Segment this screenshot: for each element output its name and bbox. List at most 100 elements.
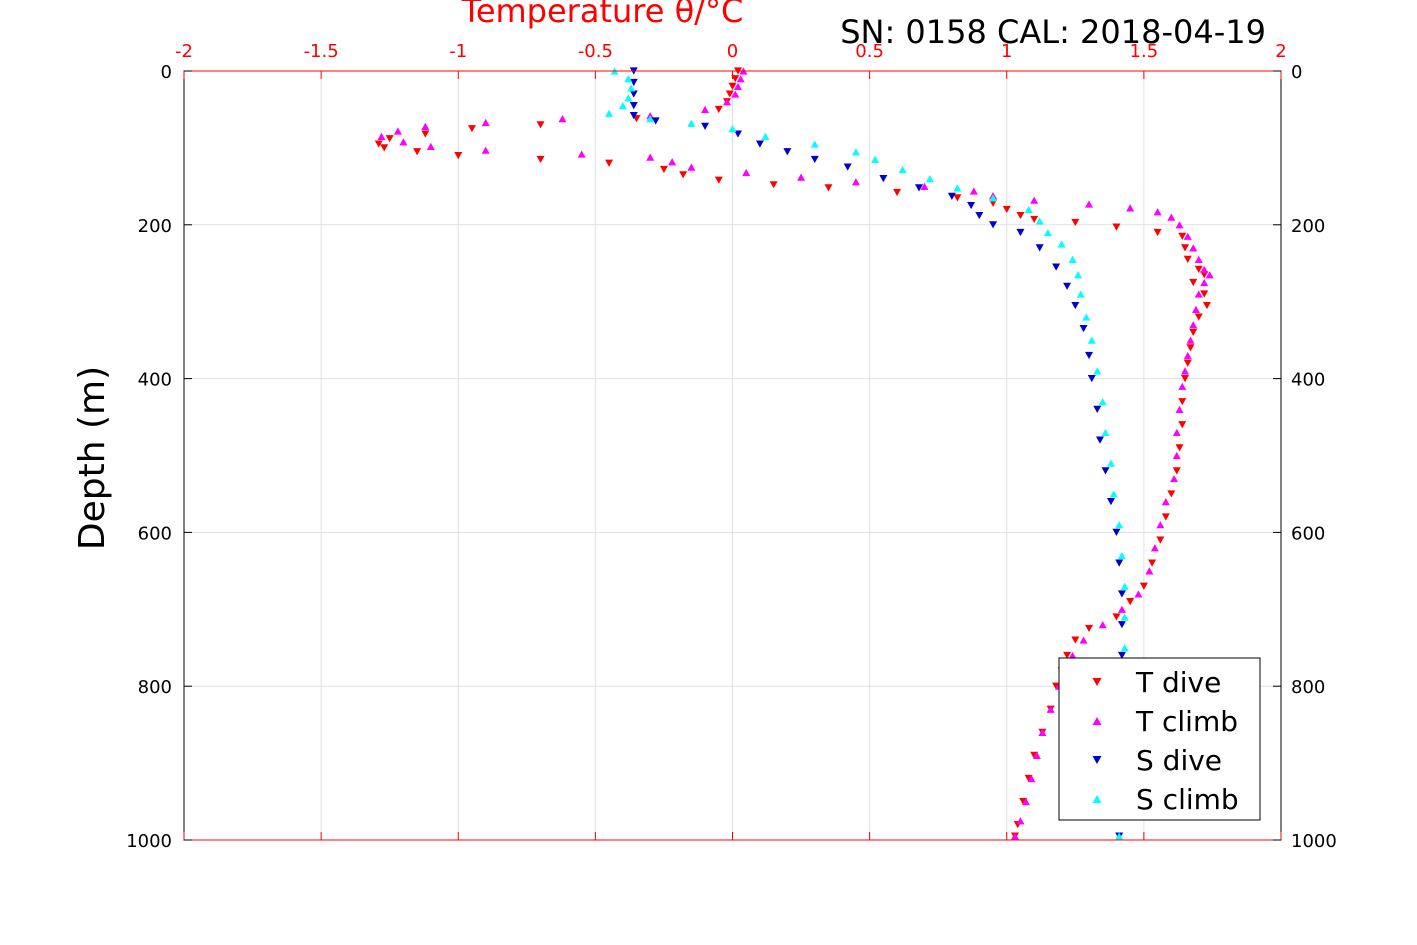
data-point (1117, 605, 1126, 613)
data-point (651, 117, 660, 125)
data-point (714, 176, 723, 184)
data-point (947, 192, 956, 200)
data-point (1098, 398, 1107, 406)
data-point (1120, 613, 1129, 621)
data-point (1191, 305, 1200, 313)
chart-subtitle: SN: 0158 CAL: 2018-04-19 (840, 13, 1266, 51)
data-point (1161, 498, 1170, 506)
x-tick-label: 2 (1275, 41, 1286, 62)
data-point (377, 132, 386, 140)
data-point (1189, 321, 1198, 329)
y-tick-label-left: 800 (138, 677, 172, 698)
data-point (536, 155, 545, 164)
data-point (1030, 215, 1039, 224)
data-point (1194, 255, 1203, 264)
data-point (1167, 213, 1176, 221)
data-point (714, 105, 723, 114)
data-point (454, 151, 463, 160)
data-point (577, 150, 586, 158)
data-point (1178, 232, 1187, 240)
data-point (1068, 255, 1077, 264)
y-tick-label-right: 600 (1291, 523, 1325, 544)
data-point (1035, 217, 1044, 225)
data-point (925, 175, 934, 183)
series-t-climb (377, 67, 1214, 840)
data-point (1200, 290, 1209, 298)
data-point (1181, 375, 1190, 383)
data-point (1178, 398, 1187, 406)
data-point (969, 187, 978, 195)
data-point (1167, 490, 1176, 498)
data-point (755, 140, 764, 148)
data-point (1183, 255, 1192, 264)
y-tick-label-left: 200 (138, 216, 172, 237)
data-point (624, 75, 633, 83)
data-point (1126, 598, 1135, 606)
data-point (1093, 405, 1102, 413)
legend-marker (1092, 794, 1102, 804)
data-point (1109, 490, 1118, 498)
data-point (1057, 240, 1066, 248)
data-point (1186, 336, 1195, 344)
data-point (1002, 205, 1011, 214)
data-point (1098, 621, 1107, 629)
data-point (1038, 728, 1047, 736)
legend-marker (1092, 716, 1102, 726)
data-point (618, 102, 627, 110)
data-point (1156, 536, 1165, 544)
y-tick-label-left: 1000 (126, 831, 172, 852)
data-point (1134, 590, 1143, 598)
data-point (879, 175, 888, 183)
data-point (953, 194, 962, 202)
y-tick-label-left: 0 (161, 62, 172, 83)
data-point (1183, 232, 1192, 240)
data-point (1189, 328, 1198, 337)
data-point (624, 94, 633, 102)
data-point (646, 115, 655, 123)
data-point (668, 158, 677, 166)
data-point (1071, 218, 1080, 227)
data-point (1087, 375, 1096, 383)
data-point (1120, 582, 1129, 590)
data-point (1071, 636, 1080, 644)
y-tick-label-right: 800 (1291, 677, 1325, 698)
data-point (742, 168, 751, 177)
data-point (1035, 244, 1044, 252)
data-point (1117, 621, 1126, 629)
data-point (421, 130, 430, 138)
data-point (761, 132, 770, 140)
data-point (1016, 817, 1025, 825)
data-point (1161, 513, 1170, 521)
grid (184, 71, 1281, 840)
data-point (374, 140, 383, 148)
data-point (1189, 278, 1198, 287)
data-point (1027, 774, 1036, 783)
data-point (1200, 265, 1209, 274)
data-point (851, 148, 860, 156)
data-point (1101, 428, 1110, 437)
data-point (605, 159, 614, 167)
data-point (1175, 444, 1184, 452)
data-point (736, 75, 745, 83)
data-point (1010, 832, 1019, 840)
data-point (728, 125, 737, 133)
data-point (1117, 590, 1126, 598)
legend-marker (1092, 755, 1102, 765)
data-point (1194, 313, 1203, 321)
data-point (1200, 278, 1209, 287)
data-point (629, 102, 638, 110)
data-point (1063, 651, 1072, 660)
data-point (1106, 498, 1115, 506)
data-point (989, 221, 998, 229)
data-point (481, 118, 490, 127)
data-point (1194, 290, 1203, 298)
y-tick-label-right: 400 (1291, 370, 1325, 391)
data-point (1139, 582, 1148, 590)
x-tick-label: -1 (449, 41, 467, 62)
data-point (627, 84, 636, 92)
data-point (421, 122, 430, 130)
data-point (1071, 301, 1080, 310)
data-point (1117, 651, 1126, 660)
data-point (629, 90, 638, 98)
data-point (1082, 313, 1091, 321)
